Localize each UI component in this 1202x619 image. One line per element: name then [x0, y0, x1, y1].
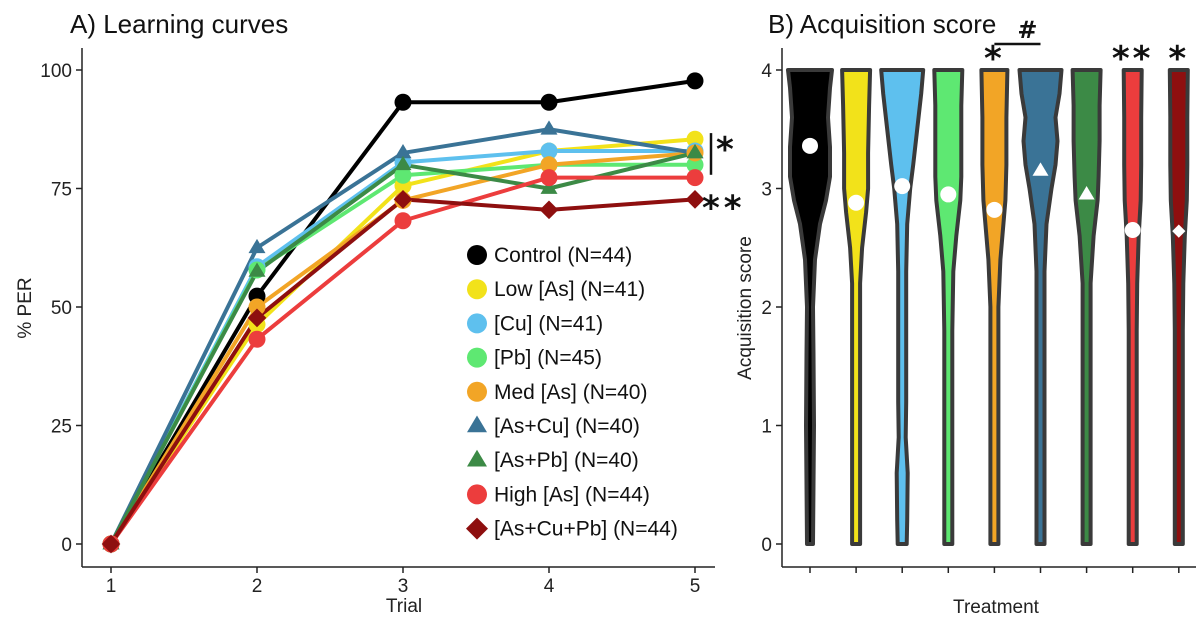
panel-b-y-axis-title: Acquisition score — [735, 236, 756, 380]
series-point — [686, 144, 704, 159]
group-mean-marker — [894, 178, 911, 195]
panel-a-x-tick-label: 5 — [690, 576, 701, 597]
legend-entry-label: [As+Cu+Pb] (N=44) — [494, 518, 678, 541]
panel-a-y-tick-label: 0 — [61, 535, 72, 556]
series-point — [394, 93, 412, 111]
panel-b-violins — [786, 68, 1190, 546]
violin-shape — [932, 68, 965, 546]
violin-shape — [1017, 68, 1064, 546]
violin-shape — [1167, 68, 1190, 546]
panel-b-axes: 0 1 2 3 4 — [761, 48, 1196, 573]
legend-entry-label: [Cu] (N=41) — [494, 312, 603, 335]
violin-shape — [1070, 68, 1103, 546]
acquisition-score-panel: B) Acquisition score Acquisition score T… — [735, 9, 1196, 618]
violin-shape — [786, 68, 834, 546]
series-point — [394, 212, 412, 230]
group-mean-marker — [802, 137, 818, 154]
series-point — [393, 190, 413, 209]
series-point — [248, 330, 266, 348]
panel-a-y-tick-label: 75 — [51, 180, 72, 201]
series-point — [248, 298, 266, 316]
series-point — [540, 120, 558, 135]
group-mean-marker — [940, 186, 957, 203]
significance-label: * — [716, 130, 734, 170]
significance-label: ** — [1112, 39, 1154, 79]
legend-swatch — [466, 517, 488, 540]
panel-a-x-tick-label: 2 — [252, 576, 263, 597]
series-point — [685, 190, 705, 209]
panel-a-x-axis-title: Trial — [386, 596, 422, 617]
panel-a-x-tick-label: 4 — [544, 576, 555, 597]
violin-shape — [879, 68, 926, 546]
series-point — [540, 93, 558, 111]
panel-b-x-axis-title: Treatment — [953, 597, 1040, 618]
series-point — [686, 169, 704, 187]
series-point — [540, 142, 558, 160]
legend-swatch — [467, 313, 487, 334]
series-point — [540, 179, 558, 194]
legend-entry-label: [As+Pb] (N=40) — [494, 449, 639, 472]
learning-curves-panel: A) Learning curves % PER Trial 025507510… — [15, 9, 746, 617]
legend-swatch — [467, 381, 487, 402]
panel-b-mean-markers — [802, 137, 1186, 238]
legend-entry-label: [Pb] (N=45) — [494, 347, 602, 370]
panel-b-y-tick-label: 1 — [761, 417, 772, 438]
legend-swatch — [467, 415, 487, 433]
series-point — [248, 238, 266, 254]
series-point — [248, 262, 266, 277]
violin-shape — [1121, 68, 1144, 546]
group-mean-marker — [1172, 224, 1186, 238]
series-point — [686, 72, 704, 90]
series-point — [540, 169, 558, 187]
legend-entry-label: High [As] (N=44) — [494, 483, 650, 506]
legend-swatch — [467, 347, 487, 368]
panel-a-significance: *** — [702, 130, 746, 228]
series-point — [539, 200, 559, 220]
significance-label: * — [984, 39, 1005, 79]
panel-b-y-tick-label: 3 — [761, 180, 772, 201]
panel-a-x-tick-label: 1 — [106, 576, 117, 597]
panel-a-y-axis-title: % PER — [15, 277, 36, 338]
panel-a-series-markers — [101, 72, 705, 554]
legend-entry-label: Med [As] (N=40) — [494, 381, 647, 404]
panel-a-x-tick-label: 3 — [398, 576, 409, 597]
series-point — [540, 156, 558, 174]
legend-entry-label: Control (N=44) — [494, 244, 632, 267]
violin-shape — [840, 68, 873, 546]
series-point — [247, 308, 267, 328]
series-point — [394, 144, 412, 159]
group-mean-marker — [1078, 186, 1095, 200]
series-point — [686, 130, 704, 148]
panel-a-title: A) Learning curves — [70, 9, 288, 39]
group-mean-marker — [986, 201, 1003, 218]
group-mean-marker — [1032, 162, 1049, 176]
panel-a-axes: 0 25 50 75 100 1 2 3 4 5 — [40, 48, 715, 597]
panel-a-legend: Control (N=44) Low [As] (N=41) [Cu] (N=41)… — [466, 244, 678, 541]
group-mean-marker — [848, 194, 865, 211]
panel-a-y-tick-label: 50 — [51, 298, 72, 319]
panel-b-y-tick-label: 4 — [761, 61, 772, 82]
legend-swatch — [467, 245, 487, 265]
series-point — [101, 534, 121, 554]
panel-a-y-tick-label: 25 — [51, 417, 72, 438]
legend-swatch — [467, 279, 487, 300]
series-point — [686, 156, 704, 174]
series-point — [394, 166, 412, 184]
legend-swatch — [467, 484, 487, 505]
series-point — [394, 155, 412, 171]
panel-b-title: B) Acquisition score — [768, 9, 996, 39]
significance-label: # — [1017, 16, 1037, 44]
violin-shape — [979, 68, 1010, 546]
panel-b-y-tick-label: 0 — [761, 535, 772, 556]
significance-label: ** — [702, 188, 746, 228]
significance-label: * — [1168, 39, 1189, 79]
group-mean-marker — [1124, 221, 1141, 238]
panel-b-y-tick-label: 2 — [761, 298, 772, 319]
legend-entry-label: Low [As] (N=41) — [494, 278, 645, 301]
legend-entry-label: [As+Cu] (N=40) — [494, 415, 640, 438]
panel-a-y-tick-label: 100 — [40, 61, 72, 82]
panel-b-significance: * ** *# — [984, 16, 1189, 79]
legend-swatch — [467, 449, 487, 467]
